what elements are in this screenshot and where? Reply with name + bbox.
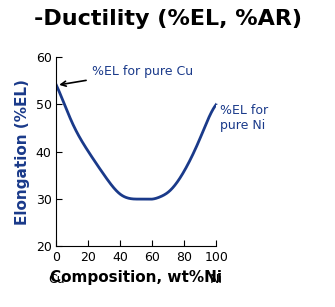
Y-axis label: Elongation (%EL): Elongation (%EL) (15, 79, 30, 225)
Text: %EL for pure Cu: %EL for pure Cu (61, 64, 193, 86)
Text: %EL for
pure Ni: %EL for pure Ni (220, 104, 268, 133)
Text: -Ductility (%EL, %AR): -Ductility (%EL, %AR) (34, 9, 302, 29)
Text: Ni: Ni (210, 273, 223, 286)
X-axis label: Composition, wt%Ni: Composition, wt%Ni (51, 270, 222, 285)
Text: Cu: Cu (48, 273, 65, 286)
